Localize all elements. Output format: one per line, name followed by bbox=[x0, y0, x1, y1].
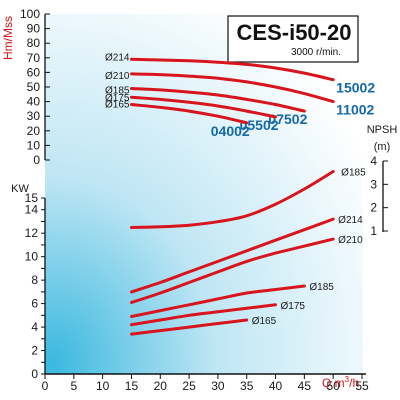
npsh-curve-diameter-label: Ø185 bbox=[341, 168, 366, 179]
power-curve-diameter-label: Ø165 bbox=[252, 316, 277, 327]
power-curve-diameter-label: Ø175 bbox=[281, 301, 306, 312]
x-tick-label: 20 bbox=[154, 379, 168, 393]
head-tick-label: 70 bbox=[27, 51, 41, 65]
head-curve-diameter-label: Ø175 bbox=[105, 93, 130, 104]
tick-labels: 0 5 10 15 20 25 30 35 40 45 50 55010203040506070809… bbox=[20, 7, 388, 393]
head-curve-model-label: 15002 bbox=[336, 80, 375, 96]
title-box: CES-i50-20 3000 r/min. bbox=[227, 15, 359, 63]
head-tick-label: 80 bbox=[27, 36, 41, 50]
head-curve-line bbox=[130, 72, 335, 104]
x-axis-label: Q m3/h bbox=[322, 375, 359, 390]
power-tick-label: 2 bbox=[31, 344, 38, 358]
power-tick-label: 12 bbox=[25, 226, 39, 240]
head-curve-model-label: 04002 bbox=[211, 123, 250, 139]
power-tick-label: 14 bbox=[25, 203, 39, 217]
head-tick-label: 0 bbox=[33, 153, 40, 167]
head-tick-label: 50 bbox=[27, 80, 41, 94]
head-curve-model-label: 07502 bbox=[268, 111, 307, 127]
npsh-axis-label: NPSH bbox=[367, 124, 398, 136]
power-axis-label: KW bbox=[11, 183, 29, 195]
x-tick-label: 30 bbox=[211, 379, 225, 393]
head-tick-label: 90 bbox=[27, 22, 41, 36]
power-tick-label: 6 bbox=[31, 297, 38, 311]
npsh-tick-label: 3 bbox=[370, 177, 377, 191]
npsh-curve-line bbox=[130, 170, 335, 229]
power-curve-line bbox=[130, 318, 249, 336]
x-axis-label-main: Q m bbox=[322, 376, 345, 390]
head-curves: Ø214 15002 Ø210 11002 Ø185 07502 Ø175 05502 Ø165… bbox=[105, 52, 375, 139]
npsh-tick-label: 4 bbox=[370, 154, 377, 168]
head-tick-label: 30 bbox=[27, 109, 41, 123]
npsh-curves: Ø185 bbox=[130, 168, 366, 229]
head-curve-line bbox=[130, 87, 306, 113]
x-tick-label: 15 bbox=[125, 379, 139, 393]
power-tick-label: 4 bbox=[31, 320, 38, 334]
head-curve-diameter-label: Ø185 bbox=[105, 85, 130, 96]
x-axis-label-tail: /h bbox=[349, 376, 359, 390]
power-tick-label: 15 bbox=[25, 191, 39, 205]
x-tick-label: 45 bbox=[298, 379, 312, 393]
power-curve-diameter-label: Ø214 bbox=[338, 215, 363, 226]
head-curve-diameter-label: Ø214 bbox=[105, 52, 130, 63]
x-tick-label: 5 bbox=[70, 379, 77, 393]
head-curve-diameter-label: Ø165 bbox=[105, 100, 130, 111]
head-tick-label: 20 bbox=[27, 124, 41, 138]
power-tick-label: 10 bbox=[25, 250, 39, 264]
power-curve-line bbox=[130, 303, 277, 327]
head-curve-line bbox=[130, 57, 335, 82]
head-tick-label: 60 bbox=[27, 65, 41, 79]
head-curve-line bbox=[130, 103, 249, 125]
npsh-tick-label: 1 bbox=[370, 224, 377, 238]
power-curve-line bbox=[130, 237, 335, 304]
x-tick-label: 55 bbox=[355, 379, 369, 393]
x-axis-label-sup: 3 bbox=[345, 375, 350, 384]
head-curve-diameter-label: Ø210 bbox=[105, 71, 130, 82]
head-axis-label: Hm/Mss bbox=[1, 16, 15, 60]
head-curve-model-label: 11002 bbox=[336, 102, 374, 118]
power-curve-line bbox=[130, 284, 306, 318]
head-tick-label: 10 bbox=[27, 138, 41, 152]
npsh-tick-label: 2 bbox=[370, 201, 377, 215]
power-curve-diameter-label: Ø185 bbox=[309, 282, 334, 293]
x-tick-label: 10 bbox=[96, 379, 110, 393]
npsh-axis-unit: (m) bbox=[374, 141, 391, 153]
power-curve-diameter-label: Ø210 bbox=[338, 235, 363, 246]
x-tick-label: 35 bbox=[240, 379, 254, 393]
chart-title: CES-i50-20 bbox=[237, 20, 352, 45]
x-tick-label: 40 bbox=[269, 379, 283, 393]
power-tick-label: 0 bbox=[31, 367, 38, 381]
x-tick-label: 25 bbox=[182, 379, 196, 393]
head-tick-label: 40 bbox=[27, 95, 41, 109]
head-tick-label: 100 bbox=[20, 7, 40, 21]
power-curve-line bbox=[130, 217, 335, 294]
plot-background bbox=[45, 14, 363, 374]
chart-subtitle: 3000 r/min. bbox=[291, 47, 341, 58]
head-curve-model-label: 05502 bbox=[240, 117, 279, 133]
head-curve-line bbox=[130, 95, 277, 119]
x-tick-label: 50 bbox=[327, 379, 341, 393]
x-tick-label: 0 bbox=[42, 379, 49, 393]
power-tick-label: 8 bbox=[31, 273, 38, 287]
